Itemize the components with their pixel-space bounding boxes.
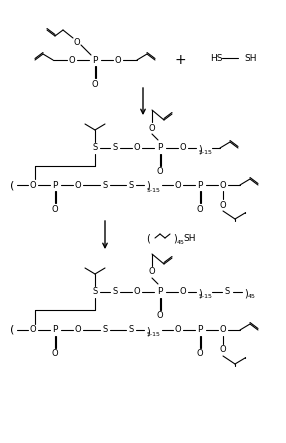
Text: P: P (197, 180, 203, 190)
Text: P: P (157, 288, 163, 296)
Text: O: O (157, 167, 163, 176)
Text: P: P (92, 55, 98, 65)
Text: O: O (134, 144, 140, 152)
Text: O: O (220, 201, 226, 210)
Text: P: P (52, 326, 58, 334)
Text: (: ( (10, 325, 14, 335)
Text: O: O (175, 180, 181, 190)
Text: 5-15: 5-15 (199, 295, 213, 299)
Text: S: S (128, 180, 134, 190)
Text: S: S (112, 144, 118, 152)
Text: O: O (180, 288, 186, 296)
Text: O: O (52, 350, 58, 358)
Text: P: P (52, 180, 58, 190)
Text: SH: SH (184, 233, 196, 242)
Text: 45: 45 (177, 240, 185, 245)
Text: (: ( (146, 233, 150, 243)
Text: O: O (92, 79, 98, 89)
Text: ): ) (244, 288, 248, 298)
Text: O: O (220, 180, 226, 190)
Text: S: S (92, 144, 98, 152)
Text: ): ) (173, 233, 177, 243)
Text: O: O (180, 144, 186, 152)
Text: S: S (112, 288, 118, 296)
Text: SH: SH (244, 54, 257, 62)
Text: O: O (52, 205, 58, 214)
Text: ): ) (146, 326, 150, 336)
Text: O: O (134, 288, 140, 296)
Text: O: O (220, 346, 226, 354)
Text: O: O (75, 326, 81, 334)
Text: O: O (197, 205, 203, 214)
Text: O: O (175, 326, 181, 334)
Text: O: O (74, 38, 80, 47)
Text: O: O (220, 326, 226, 334)
Text: O: O (115, 55, 121, 65)
Text: O: O (30, 326, 36, 334)
Text: S: S (128, 326, 134, 334)
Text: 45: 45 (248, 295, 256, 299)
Text: O: O (197, 350, 203, 358)
Text: O: O (30, 180, 36, 190)
Text: P: P (157, 144, 163, 152)
Text: (: ( (10, 180, 14, 190)
Text: S: S (102, 326, 108, 334)
Text: O: O (69, 55, 75, 65)
Text: +: + (174, 53, 186, 67)
Text: 5-15: 5-15 (147, 187, 161, 193)
Text: 5-15: 5-15 (147, 333, 161, 338)
Text: P: P (197, 326, 203, 334)
Text: HS: HS (210, 54, 223, 62)
Text: O: O (157, 311, 163, 320)
Text: O: O (149, 124, 155, 132)
Text: 5-15: 5-15 (199, 151, 213, 155)
Text: ): ) (146, 181, 150, 191)
Text: S: S (102, 180, 108, 190)
Text: O: O (75, 180, 81, 190)
Text: O: O (149, 268, 155, 276)
Text: ): ) (198, 144, 202, 154)
Text: ): ) (198, 288, 202, 298)
Text: S: S (225, 288, 230, 296)
Text: S: S (92, 288, 98, 296)
